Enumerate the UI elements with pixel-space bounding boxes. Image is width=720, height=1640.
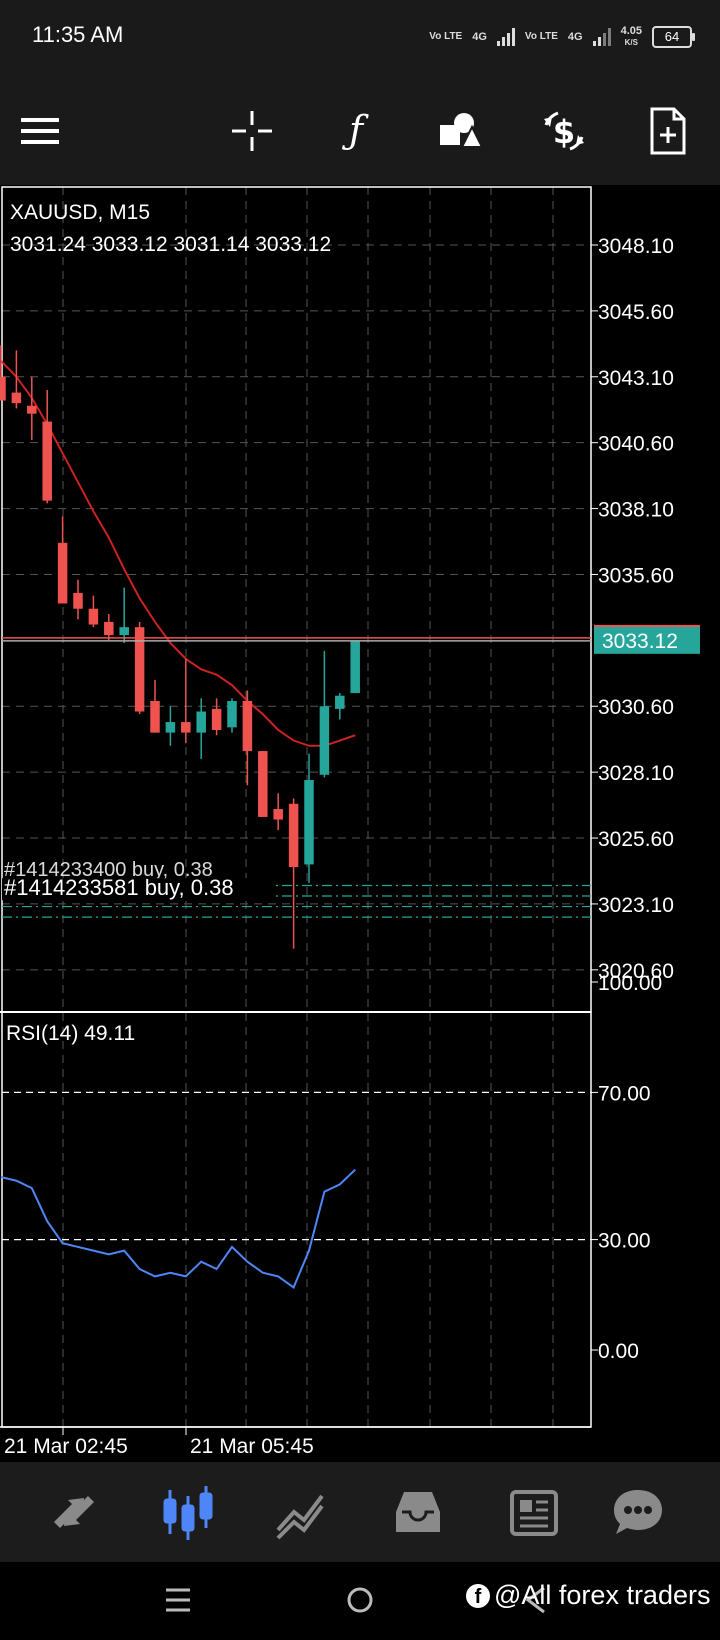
quotes-icon[interactable] [44,1482,104,1542]
crosshair-icon[interactable] [224,103,280,159]
volte-1-badge: Vo LTE [429,31,463,42]
price-tick-label: 3025.60 [598,828,674,851]
ma-line [0,360,356,747]
rsi-tick-label: 70.00 [598,1082,651,1105]
time-tick-label: 21 Mar 02:45 [4,1435,128,1458]
price-tick-label: 3038.10 [598,499,674,522]
price-tag [594,625,700,654]
candle-body [335,695,345,709]
svg-text:ƒ: ƒ [342,108,369,152]
price-tick-label: 3045.60 [598,301,674,324]
facebook-icon: f [466,1583,490,1608]
home-icon[interactable] [344,1584,376,1616]
candle-body [165,722,176,733]
candle-body [273,809,283,820]
candle-body [57,542,68,604]
rsi-frame [1,1011,592,1428]
watermark: f @All forex traders [466,1580,710,1611]
signal-1-icon [496,28,515,46]
price-tick-label: 3023.10 [598,894,674,917]
candle-body [304,780,314,865]
candle-body [150,700,160,733]
order-label: #1414233581 buy, 0.38 [4,875,234,900]
rsi-line [0,1168,356,1289]
candle-body [134,627,145,712]
status-time: 11:35 AM [32,22,124,47]
system-navigation-bar [0,1562,720,1640]
candle-body [0,376,6,401]
watermark-text: @All forex traders [494,1580,711,1610]
price-tick-label: 3028.10 [598,762,674,785]
time-axis: 21 Mar 02:45 21 Mar 05:45 [0,1426,591,1458]
price-tick-label: 3030.60 [598,696,674,719]
menu-icon[interactable] [12,103,68,159]
ohlc-label: 3031.24 3033.12 3031.14 3033.12 [10,233,331,256]
candle-body [350,640,360,694]
battery-icon: 64 [652,26,695,48]
candle-body [42,421,52,501]
current-price-line: 3033.12 [2,624,700,654]
candle-body [258,751,268,817]
recents-icon[interactable] [162,1584,194,1616]
price-tag-label: 3033.12 [602,630,678,653]
news-icon[interactable] [504,1482,564,1542]
network-gen-1: 4G [472,31,487,43]
order-label-bg [2,878,272,901]
candle-body [288,803,299,868]
history-icon[interactable] [388,1482,448,1542]
candle-body [242,700,253,752]
symbol-label: XAUUSD, M15 [10,201,150,224]
chart-area[interactable]: #1414233400 buy, 0.38 #1414233581 buy, 0.… [0,185,720,1460]
moving-average [0,360,356,747]
objects-icon[interactable] [432,103,488,159]
price-tick-label: 3035.60 [598,564,674,587]
volte-2-badge: Vo LTE [524,31,558,42]
price-chart[interactable]: #1414233400 buy, 0.38#1414233581 buy, 0.… [0,185,720,1460]
status-bar: 11:35 AM Vo LTE 4G Vo LTE 4G 4.05 K/S 64 [0,0,720,75]
candle-body [319,706,330,775]
chart-toolbar: ƒ $ [0,75,720,185]
candle-body [88,608,99,625]
candles [0,345,360,949]
candle-body [227,700,237,728]
chart-icon[interactable] [158,1482,218,1542]
status-icons: Vo LTE 4G Vo LTE 4G 4.05 K/S 64 [429,22,695,52]
order-label-hidden: #1414233400 buy, 0.38 [4,859,213,881]
rsi-pane: 100.00 70.00 30.00 0.00 [0,972,662,1363]
candle-body [27,405,37,414]
rsi-tick-label: 30.00 [598,1230,651,1253]
candle-body [119,627,129,636]
net-speed: 4.05 K/S [620,25,642,48]
new-order-icon[interactable] [640,103,696,159]
candle-body [73,592,83,609]
back-icon[interactable] [520,1584,552,1616]
price-tick-label: 3020.60 [598,960,674,983]
candle-body [196,711,206,733]
candle-body [11,392,22,404]
price-tick-label: 3043.10 [598,367,674,390]
svg-text:$: $ [553,113,575,151]
candle-body [211,708,222,730]
rsi-tick-label: 100.00 [598,972,662,995]
bottom-navigation [0,1462,720,1562]
trade-icon[interactable]: $ [536,103,592,159]
candle-body [104,621,114,636]
network-gen-2: 4G [567,31,583,43]
rsi-label: RSI(14) 49.11 [6,1022,135,1045]
order-lines: #1414233400 buy, 0.38#1414233581 buy, 0.… [2,859,591,918]
price-tick-label: 3040.60 [598,433,674,456]
indicators-icon[interactable]: ƒ [328,103,384,159]
chat-icon[interactable] [608,1482,668,1542]
trade-history-icon[interactable] [270,1482,330,1542]
rsi-tick-label: 0.00 [598,1340,639,1363]
candle-body [181,722,191,733]
price-axis: 3048.10 3045.60 3043.10 3040.60 3038.10 3035.… [591,235,674,983]
time-tick-label: 21 Mar 05:45 [190,1435,314,1458]
signal-2-icon [592,28,611,46]
price-tick-label: 3048.10 [598,235,674,258]
